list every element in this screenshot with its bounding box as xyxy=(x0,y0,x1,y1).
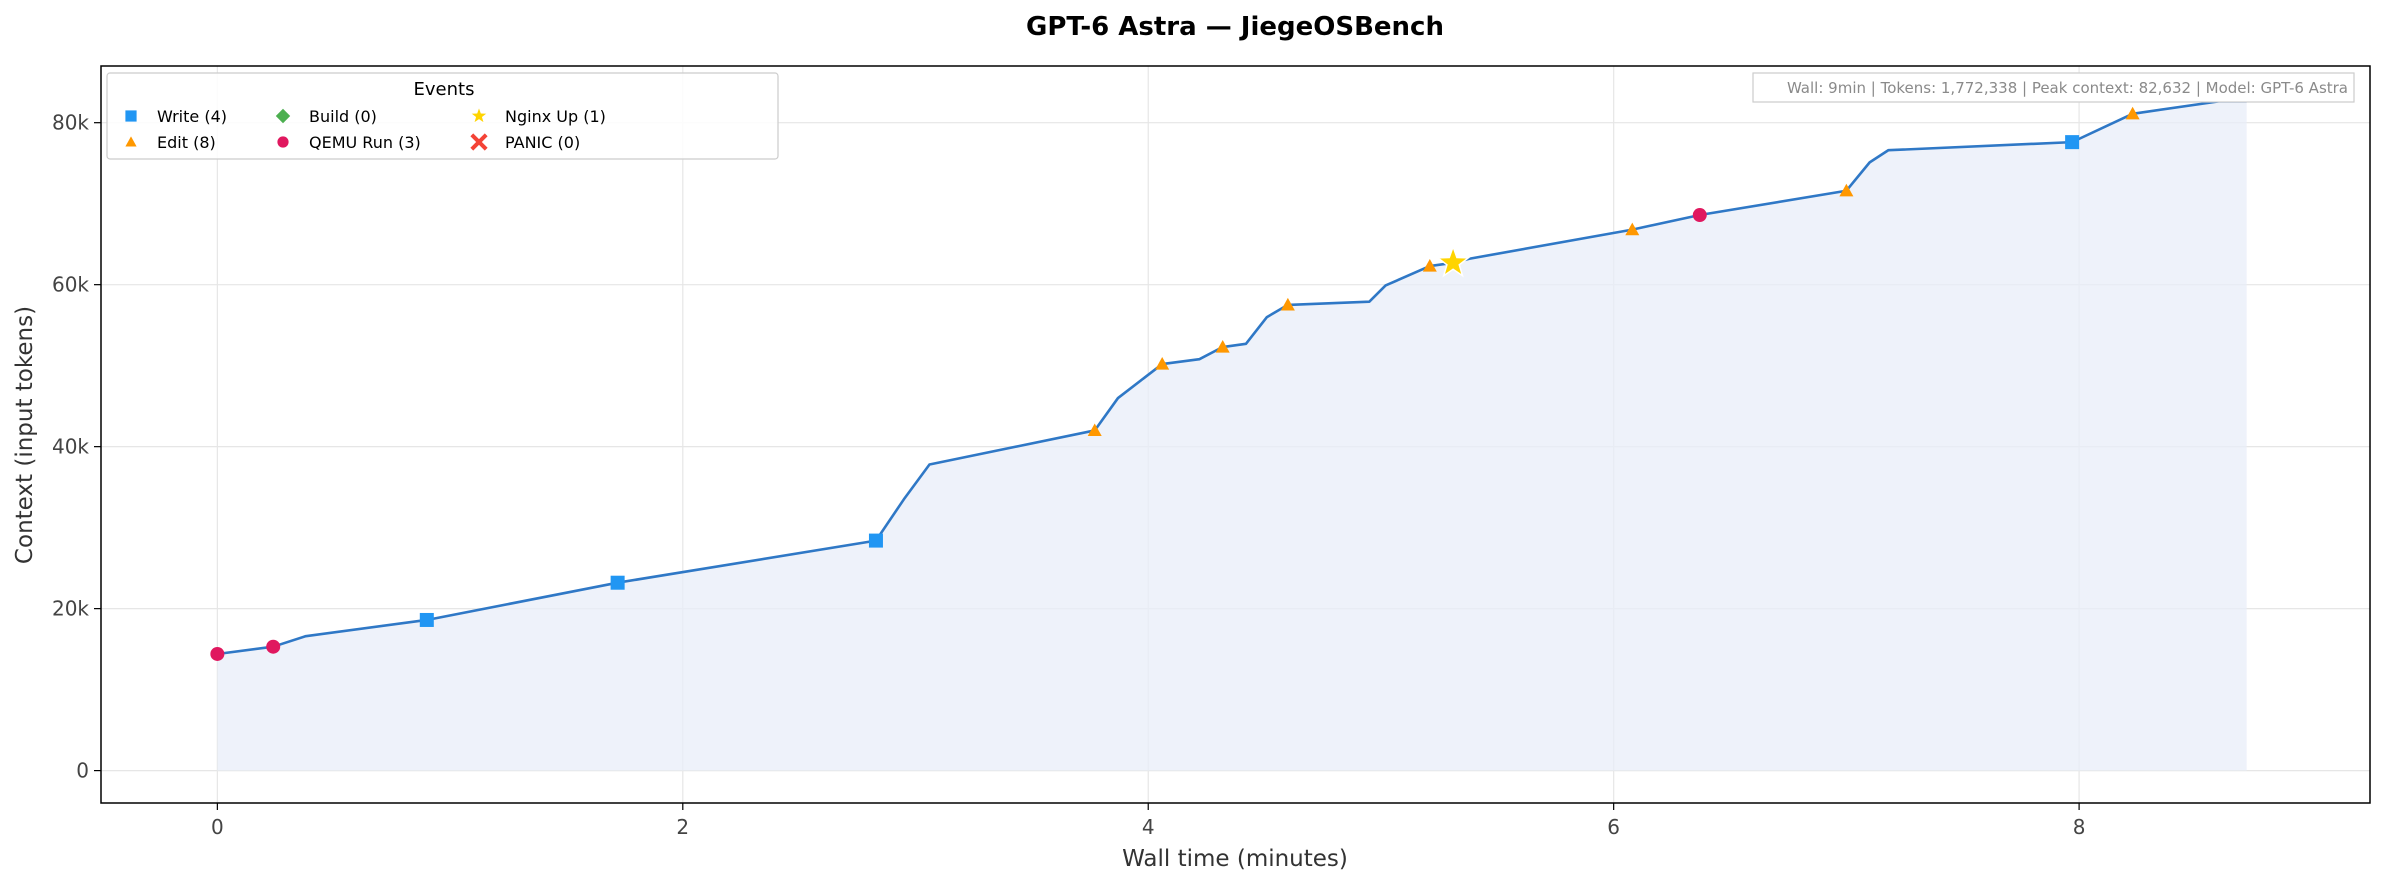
legend-label-qemu: QEMU Run (3) xyxy=(309,133,421,152)
y-axis-label: Context (input tokens) xyxy=(12,306,38,564)
event-marker-edit xyxy=(1625,222,1640,236)
event-marker-write xyxy=(610,575,625,590)
event-marker-qemu xyxy=(1692,208,1707,223)
series-line-layer xyxy=(217,100,2247,656)
plot-frame xyxy=(100,65,2371,804)
legend-marker-write xyxy=(125,110,137,122)
x-axis-ticks: 0 2 4 6 8 xyxy=(211,803,2085,839)
area-fill-layer xyxy=(217,101,2247,771)
event-marker-write xyxy=(2065,135,2080,150)
legend-item-edit: Edit (8) xyxy=(125,133,216,152)
legend-item-build: Build (0) xyxy=(275,107,377,126)
event-marker-edit xyxy=(2125,106,2140,120)
legend-item-nginx: Nginx Up (1) xyxy=(469,105,606,126)
legend-label-write: Write (4) xyxy=(157,107,227,126)
event-marker-nginx xyxy=(1435,244,1471,278)
event-marker-edit xyxy=(1422,259,1437,272)
legend-box xyxy=(106,72,779,160)
event-markers xyxy=(210,106,2140,661)
x-axis-label: Wall time (minutes) xyxy=(1122,846,1348,872)
legend: Events Write (4) Edit (8) Build (0) QEMU Ru… xyxy=(106,72,779,160)
info-annotation: Wall: 9min | Tokens: 1,772,338 | Peak co… xyxy=(1752,72,2355,103)
event-marker-write xyxy=(419,612,434,627)
legend-title: Events xyxy=(414,79,475,100)
legend-item-panic: PANIC (0) xyxy=(470,133,580,152)
info-annotation-box xyxy=(1752,72,2355,103)
y-tick-label: 0 xyxy=(76,759,89,783)
x-tick-label: 0 xyxy=(211,815,224,839)
legend-marker-build xyxy=(275,108,291,124)
x-tick-label: 8 xyxy=(2073,815,2086,839)
event-marker-write xyxy=(868,533,883,548)
legend-item-write: Write (4) xyxy=(125,107,227,126)
event-marker-edit xyxy=(1839,183,1854,197)
x-tick-label: 2 xyxy=(676,815,689,839)
legend-label-panic: PANIC (0) xyxy=(505,133,580,152)
chart-title: GPT-6 Astra — JiegeOSBench xyxy=(1026,12,1444,42)
series-area xyxy=(217,101,2247,771)
info-annotation-text: Wall: 9min | Tokens: 1,772,338 | Peak co… xyxy=(1787,79,2348,97)
legend-item-qemu: QEMU Run (3) xyxy=(277,133,421,152)
event-marker-edit xyxy=(1155,357,1170,370)
legend-marker-nginx xyxy=(469,105,489,125)
event-marker-edit xyxy=(1280,297,1295,311)
legend-marker-panic xyxy=(470,133,488,151)
x-tick-label: 6 xyxy=(1607,815,1620,839)
legend-label-build: Build (0) xyxy=(309,107,377,126)
y-tick-label: 40k xyxy=(52,435,89,459)
y-tick-label: 80k xyxy=(52,111,89,135)
event-marker-edit xyxy=(1215,340,1230,353)
event-marker-qemu xyxy=(266,639,281,654)
legend-label-nginx: Nginx Up (1) xyxy=(505,107,606,126)
y-tick-label: 60k xyxy=(52,273,89,297)
event-marker-edit xyxy=(1087,423,1102,437)
legend-marker-edit xyxy=(125,136,137,147)
y-axis-ticks: 0 20k 40k 60k 80k xyxy=(52,111,101,783)
legend-label-edit: Edit (8) xyxy=(157,133,216,152)
y-tick-label: 20k xyxy=(52,597,89,621)
x-tick-label: 4 xyxy=(1142,815,1155,839)
series-line xyxy=(217,100,2247,656)
legend-items: Write (4) Edit (8) Build (0) QEMU Run (3) Ng… xyxy=(125,105,606,152)
legend-marker-qemu xyxy=(277,136,289,148)
event-marker-qemu xyxy=(210,646,225,661)
